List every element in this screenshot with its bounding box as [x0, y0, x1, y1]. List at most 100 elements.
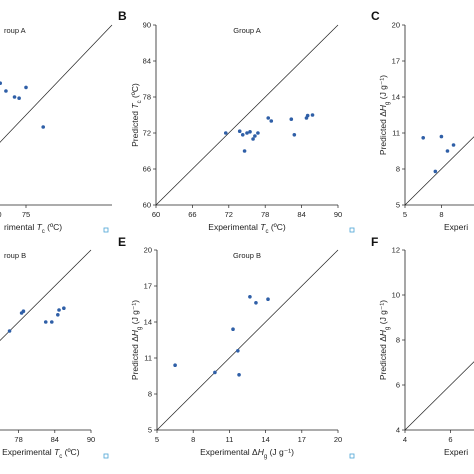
- y-tick-label: 14: [392, 93, 400, 102]
- y-axis-label: Predicted Tc (ºC): [130, 83, 143, 147]
- data-point: [248, 295, 252, 299]
- y-tick-label: 66: [143, 165, 151, 174]
- data-point: [4, 89, 8, 93]
- data-point: [17, 96, 21, 100]
- data-point: [256, 131, 260, 135]
- data-point: [0, 81, 2, 85]
- data-point: [223, 131, 228, 135]
- identity-line: [155, 24, 339, 206]
- y-tick-label: 5: [148, 426, 152, 435]
- y-tick-label: 8: [396, 165, 400, 174]
- data-point: [21, 309, 26, 314]
- y-tick-label: 5: [396, 201, 400, 210]
- x-axis-label: Experimental Tc (ºC): [208, 222, 286, 235]
- data-point: [237, 373, 241, 377]
- x-axis-label: Experimental ΔHg (J g⁻¹): [200, 447, 294, 460]
- x-tick-label: 60: [152, 210, 160, 219]
- x-tick-label: 70: [0, 210, 2, 219]
- y-axis-label: Predicted ΔHg (J g⁻¹): [378, 75, 391, 155]
- y-tick-label: 6: [396, 381, 400, 390]
- x-tick-label: 14: [261, 435, 269, 444]
- corner-marker: [349, 453, 355, 459]
- panel-2: 60 66 72 78 84 90 60 66 72 78 84 90 Group A Experimen…: [118, 9, 355, 235]
- panel-letter: E: [118, 235, 126, 249]
- y-tick-label: 72: [143, 129, 151, 138]
- identity-line: [156, 249, 339, 431]
- data-point: [266, 116, 271, 120]
- data-point: [421, 136, 426, 140]
- y-tick-label: 8: [148, 390, 152, 399]
- data-point: [292, 133, 297, 137]
- x-axis-label: 7 Experimental Tc (ºC): [0, 447, 80, 460]
- data-point: [253, 134, 257, 138]
- x-tick-label: 8: [439, 210, 443, 219]
- panel-title: Group A: [233, 26, 261, 35]
- y-tick-label: 11: [392, 129, 400, 138]
- x-tick-label: 78: [14, 435, 22, 444]
- data-point: [439, 134, 444, 139]
- x-tick-label: 72: [225, 210, 233, 219]
- x-tick-label: 90: [87, 435, 95, 444]
- panel-title: roup B: [4, 251, 26, 260]
- data-point: [445, 149, 450, 153]
- y-tick-label: 84: [143, 57, 151, 66]
- panel-letter: F: [371, 235, 378, 249]
- y-tick-label: 8: [396, 336, 400, 345]
- x-tick-label: 90: [334, 210, 342, 219]
- identity-line: [0, 24, 113, 143]
- y-tick-label: 20: [392, 21, 400, 30]
- data-point: [62, 306, 66, 311]
- data-point: [251, 137, 255, 141]
- data-point: [7, 329, 12, 333]
- x-tick-label: 5: [403, 210, 407, 219]
- data-point: [289, 117, 294, 121]
- corner-marker: [349, 227, 355, 233]
- x-tick-label: 84: [51, 435, 59, 444]
- identity-line: [404, 136, 474, 206]
- x-axis-label: Experi: [444, 447, 468, 457]
- identity-line: [404, 361, 474, 431]
- data-point: [266, 297, 270, 302]
- y-tick-label: 90: [143, 21, 151, 30]
- data-point: [213, 370, 217, 375]
- y-axis-label: Predicted ΔHg (J g⁻¹): [378, 300, 391, 380]
- y-axis-label: Predicted ΔHg (J g⁻¹): [130, 300, 143, 380]
- data-point: [248, 130, 252, 134]
- data-point: [433, 169, 438, 174]
- x-tick-label: 11: [226, 435, 234, 444]
- panel-letter: C: [371, 9, 380, 23]
- panel-3: 5 8 5 8 11 14 17 20 Experi Predicted ΔHg (J g⁻¹) C: [371, 9, 474, 232]
- data-point: [12, 95, 17, 99]
- data-point: [245, 131, 249, 135]
- data-point: [240, 133, 245, 137]
- y-tick-label: 17: [392, 57, 400, 66]
- x-tick-label: 5: [155, 435, 159, 444]
- x-tick-label: 75: [22, 210, 30, 219]
- y-tick-label: 20: [144, 246, 152, 255]
- corner-marker: [103, 453, 109, 459]
- x-tick-label: 4: [403, 435, 407, 444]
- panel-5: 5 8 11 14 17 20 5 8 11 14 17 20 Group B Experimental …: [118, 235, 355, 460]
- data-point: [173, 363, 177, 368]
- y-tick-label: 4: [396, 426, 400, 435]
- panel-1: 70 75 roup A rimental Tc (ºC): [0, 24, 113, 235]
- data-point: [56, 313, 60, 317]
- identity-line: [0, 249, 92, 341]
- data-point: [24, 85, 28, 90]
- x-tick-label: 66: [188, 210, 196, 219]
- panel-6: 4 6 4 6 8 10 12 Experi Predicted ΔHg (J g⁻¹) F: [371, 235, 474, 457]
- panel-title: roup A: [4, 26, 26, 35]
- panel-letter: B: [118, 9, 127, 23]
- y-tick-label: 11: [144, 354, 152, 363]
- data-point: [41, 125, 45, 129]
- data-point: [254, 301, 258, 305]
- y-tick-label: 17: [144, 282, 152, 291]
- y-tick-label: 78: [143, 93, 151, 102]
- data-point: [57, 308, 61, 312]
- y-tick-label: 60: [143, 201, 151, 210]
- data-point: [242, 149, 247, 153]
- y-tick-label: 10: [392, 291, 400, 300]
- data-point: [451, 143, 456, 147]
- data-point: [231, 327, 235, 332]
